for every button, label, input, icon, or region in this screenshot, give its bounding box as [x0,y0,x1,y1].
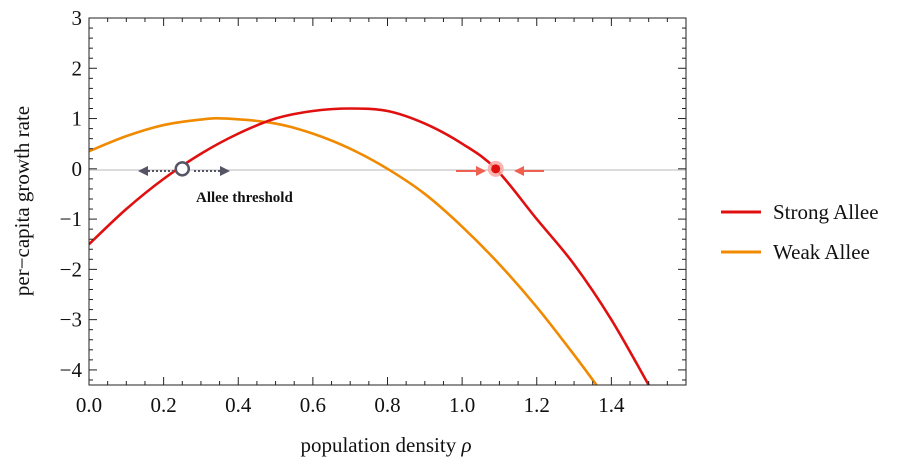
legend-label-weak-allee: Weak Allee [773,240,870,264]
x-tick-label: 1.4 [598,393,625,417]
x-axis-title-symbol: ρ [460,433,471,457]
equilibrium-points [174,160,504,177]
x-axis-title: population density ρ [300,433,471,457]
series-line-weak-allee [89,116,598,385]
legend: Strong Allee Weak Allee [721,200,879,264]
x-tick-label: 0.8 [374,393,400,417]
y-tick-label: −1 [60,207,82,231]
tick-label-layer: 0.0 0.2 0.4 0.6 0.8 1.0 1.2 1.4 3 2 1 0 −1 −2 −3 −4 [60,6,625,417]
y-tick-label: 1 [72,107,83,131]
x-tick-label: 0.0 [76,393,102,417]
x-tick-label: 1.0 [449,393,475,417]
plot-frame [88,17,687,386]
y-tick-label: −3 [60,308,82,332]
y-tick-label: 3 [72,6,83,30]
y-tick-label: 0 [72,157,83,181]
y-axis-title: per−capita growth rate [10,106,34,296]
x-tick-label: 0.4 [225,393,252,417]
series-layer [89,107,650,385]
allee-threshold-label: Allee threshold [196,190,293,206]
unstable-equilibrium-point [174,161,191,177]
x-tick-label: 0.6 [300,393,326,417]
x-tick-label: 0.2 [151,393,177,417]
y-tick-label: −2 [60,257,82,281]
legend-label-strong-allee: Strong Allee [773,200,879,224]
x-axis-title-text: population density [300,433,456,457]
y-tick-label: 2 [72,56,83,80]
y-tick-label: −4 [60,358,83,382]
x-tick-label: 1.2 [524,393,550,417]
tick-layer [88,17,687,385]
stable-equilibrium-point [491,164,501,174]
